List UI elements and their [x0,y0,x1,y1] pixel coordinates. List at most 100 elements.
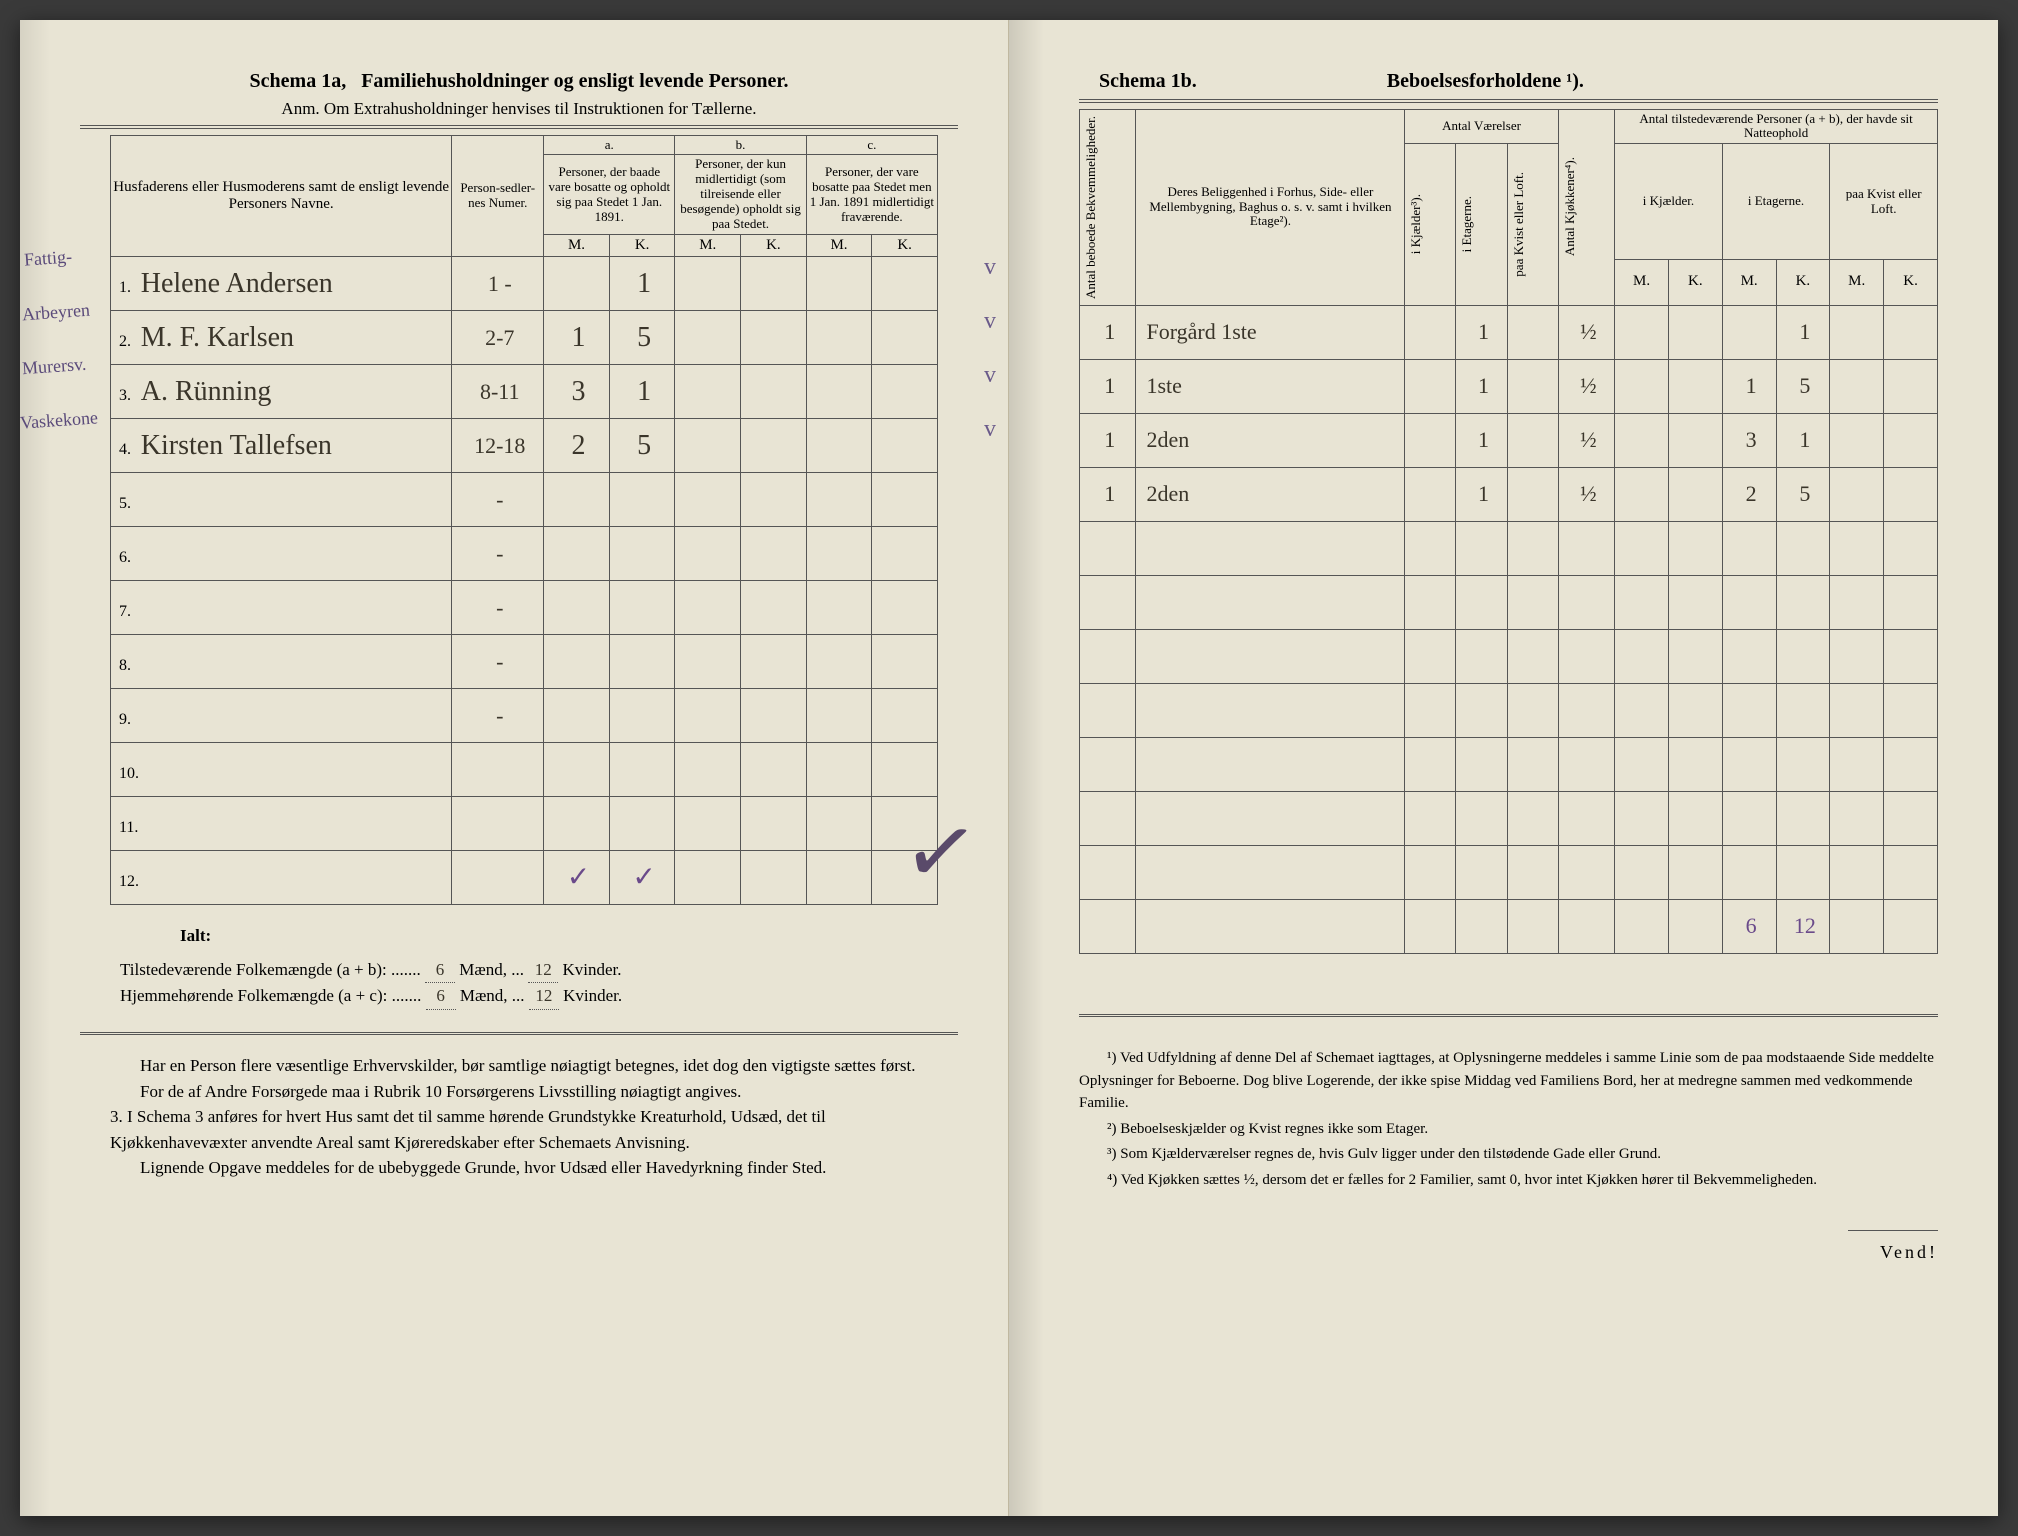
bM-cell [675,257,741,311]
cM-cell [806,581,872,635]
schema-1a-title: Schema 1a, Familiehusholdninger og ensli… [80,70,958,93]
ieM-cell [1722,629,1776,683]
person-name [131,700,137,731]
pkK-cell [1884,683,1938,737]
pkM-cell [1830,629,1884,683]
bM-cell [675,365,741,419]
aM-cell: 3 [544,365,610,419]
pkM-cell [1830,899,1884,953]
row-number: 3. [113,387,131,404]
cK-cell [872,689,938,743]
bel-cell [1136,629,1405,683]
person-name [138,808,144,839]
tilstede-k: 12 [528,957,558,984]
hdr-pkM: M. [1830,259,1884,305]
bk-cell: 1 [1080,359,1136,413]
hdr-a-label: a. [544,135,675,155]
row-number: 10. [113,765,139,782]
bk-cell [1080,791,1136,845]
row-check-4: v [984,416,996,443]
bM-cell [675,527,741,581]
ikK-cell [1668,899,1722,953]
ikK-cell [1668,629,1722,683]
tilstede-m: 6 [425,957,455,984]
pkK-cell [1884,305,1938,359]
aM-cell [544,797,610,851]
right-page: Schema 1b. Beboelsesforholdene ¹). Antal… [1009,20,1998,1516]
aM-cell [544,743,610,797]
cK-cell [872,257,938,311]
hdr-c-label: c. [806,135,937,155]
tilstede-label: Tilstedeværende Folkemængde (a + b): ...… [120,960,421,979]
aM-cell [544,635,610,689]
table-row: 9. - [111,689,938,743]
pkK-cell [1884,359,1938,413]
aM-cell [544,581,610,635]
bM-cell [675,743,741,797]
cM-cell [806,527,872,581]
row-number: 6. [113,549,131,566]
kj-cell [1405,899,1456,953]
et-cell: 1 [1456,413,1507,467]
pkM-cell [1830,575,1884,629]
bel-cell: Forgård 1ste [1136,305,1405,359]
numer-cell: 2-7 [452,311,544,365]
row-number: 4. [113,441,131,458]
bk-cell [1080,521,1136,575]
hdr-pers: Antal tilstedeværende Personer (a + b), … [1615,109,1938,144]
hdr-cM: M. [806,235,872,257]
aK-cell: 5 [609,311,675,365]
hdr-b-text: Personer, der kun midlertidigt (som tilr… [675,155,806,235]
numer-cell [452,797,544,851]
ikM-cell [1615,305,1669,359]
table-row [1080,845,1938,899]
ieK-cell [1776,845,1830,899]
bk-cell [1080,629,1136,683]
et-cell: 1 [1456,467,1507,521]
bk-cell [1080,737,1136,791]
vend-block: Vend! [1079,1221,1938,1263]
row-number: 7. [113,603,131,620]
bk-cell [1080,683,1136,737]
ikM-cell [1615,521,1669,575]
hjemme-row: Hjemmehørende Folkemængde (a + c): .....… [120,983,958,1010]
vend-text: Vend! [1880,1242,1938,1262]
bk-cell [1080,575,1136,629]
hjemme-m: 6 [426,983,456,1010]
kv-cell [1507,575,1558,629]
ikM-cell [1615,413,1669,467]
pkM-cell [1830,413,1884,467]
hdr-beligg: Deres Beliggenhed i Forhus, Side- eller … [1136,109,1405,305]
ikK-cell [1668,737,1722,791]
table-row: 4. Kirsten Tallefsen12-1825 [111,419,938,473]
ikM-cell [1615,683,1669,737]
ko-cell [1558,899,1614,953]
hdr-aM: M. [544,235,610,257]
ikK-cell [1668,845,1722,899]
bel-cell: 1ste [1136,359,1405,413]
hjemme-m-lbl: Mænd, ... [460,986,525,1005]
ikM-cell [1615,899,1669,953]
numer-cell: - [452,581,544,635]
aM-cell: 1 [544,311,610,365]
bk-cell [1080,899,1136,953]
ikM-cell [1615,791,1669,845]
person-name: A. Rünning [135,376,272,407]
ieM-cell: 1 [1722,359,1776,413]
pkK-cell [1884,845,1938,899]
ko-cell: ½ [1558,413,1614,467]
kv-cell [1507,521,1558,575]
bel-cell [1136,737,1405,791]
hjemme-k: 12 [529,983,559,1010]
hdr-name: Husfaderens eller Husmoderens samt de en… [111,135,452,257]
aM-cell [544,257,610,311]
cK-cell [872,311,938,365]
ikK-cell [1668,791,1722,845]
pkM-cell [1830,683,1884,737]
para-4: Lignende Opgave meddeles for de ubebygge… [110,1155,938,1181]
pkK-cell [1884,899,1938,953]
table-row: 1. Helene Andersen1 -1 [111,257,938,311]
hdr-bK: K. [741,235,807,257]
ikM-cell [1615,845,1669,899]
aM-cell: 2 [544,419,610,473]
